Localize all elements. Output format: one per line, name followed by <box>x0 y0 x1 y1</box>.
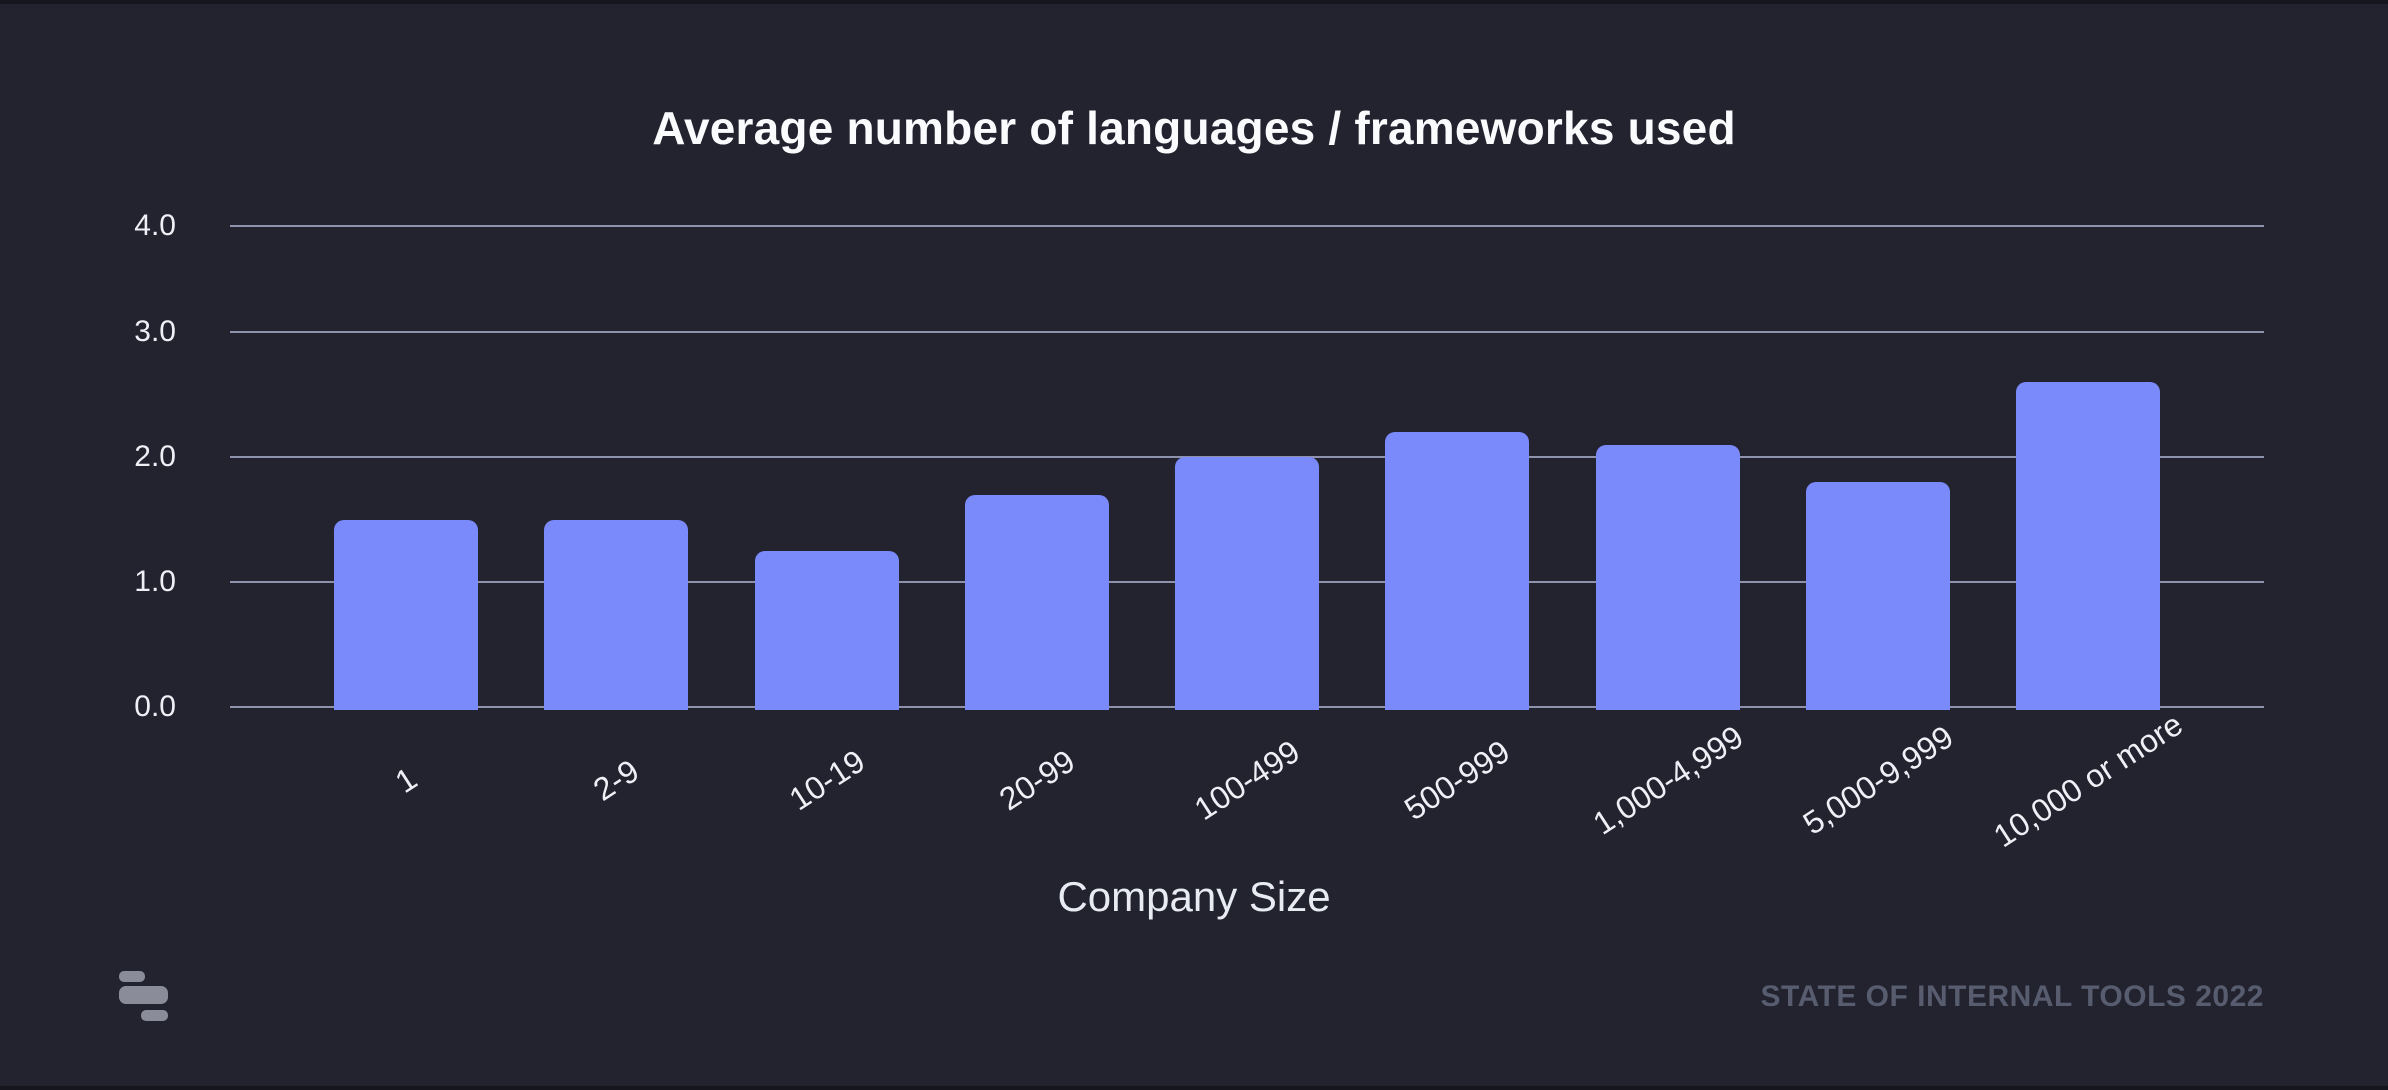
bar-5,000-9,999 <box>1805 482 1950 710</box>
bar-10,000 or more <box>2016 382 2160 710</box>
bottom-letterbox-strip <box>0 1086 2388 1090</box>
bar-2-9 <box>544 519 689 710</box>
x-axis-title: Company Size <box>1057 873 1331 920</box>
x-tick-label: 10,000 or more <box>1987 705 2189 855</box>
chart-title: Average number of languages / frameworks… <box>652 102 1736 154</box>
logo-bar-middle <box>119 986 168 1004</box>
x-tick-label: 100-499 <box>1187 732 1307 828</box>
bar-1,000-4,999 <box>1595 444 1740 710</box>
x-tick-label: 1,000-4,999 <box>1586 718 1749 842</box>
footer-credit: STATE OF INTERNAL TOOLS 2022 <box>1760 980 2264 1013</box>
y-tick-label: 3.0 <box>134 315 176 348</box>
gridline-3.0 <box>230 331 2264 333</box>
logo-bar-bottom <box>141 1010 168 1021</box>
x-tick-label: 20-99 <box>992 742 1081 818</box>
y-tick-label: 1.0 <box>134 565 176 598</box>
gridline-4.0 <box>230 225 2264 227</box>
logo-bar-top <box>119 971 145 982</box>
bar-10-19 <box>754 550 899 710</box>
x-tick-label: 1 <box>388 760 424 800</box>
bar-20-99 <box>964 494 1109 710</box>
y-tick-label: 0.0 <box>134 690 176 723</box>
y-tick-label: 4.0 <box>134 209 176 242</box>
x-tick-label: 10-19 <box>782 742 871 818</box>
x-tick-label: 500-999 <box>1398 732 1517 828</box>
bar-500-999 <box>1385 432 1530 710</box>
x-tick-label: 5,000-9,999 <box>1796 718 1960 842</box>
bar-100-499 <box>1175 457 1319 710</box>
bar-1 <box>334 519 478 710</box>
top-letterbox-strip <box>0 0 2388 4</box>
x-tick-label: 2-9 <box>587 752 646 808</box>
y-tick-label: 2.0 <box>134 440 176 473</box>
logo <box>119 971 168 1021</box>
